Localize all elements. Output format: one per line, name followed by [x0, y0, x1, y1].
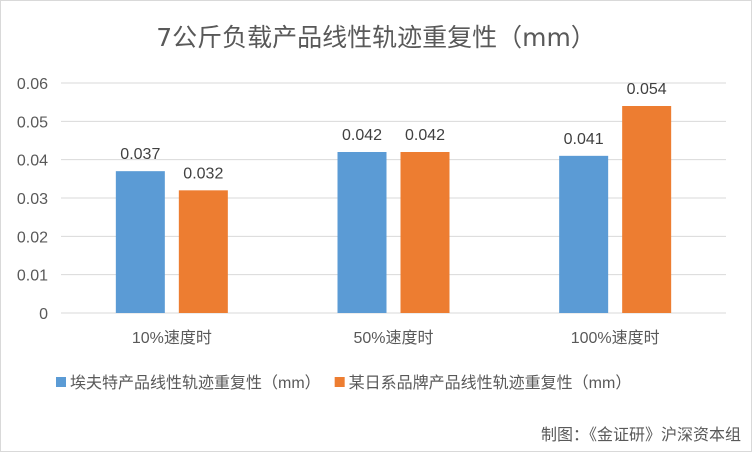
y-tick-label: 0.01: [17, 268, 48, 285]
legend-swatch: [334, 377, 345, 387]
data-label: 0.042: [342, 127, 382, 144]
bar: [400, 152, 450, 313]
y-tick-label: 0.06: [17, 76, 48, 93]
data-label: 0.054: [627, 81, 667, 98]
data-label: 0.032: [183, 165, 223, 182]
credit-text: 制图：《金证研》沪深资本组: [540, 425, 741, 444]
x-tick-label: 50%速度时: [353, 329, 433, 347]
legend-label: 某日系品牌产品线性轨迹重复性（mm）: [349, 374, 632, 392]
data-label: 0.042: [405, 127, 445, 144]
legend-swatch: [56, 377, 66, 387]
bar: [559, 155, 609, 313]
y-tick-label: 0.03: [17, 191, 48, 208]
chart-title: 7公斤负载产品线性轨迹重复性（mm）: [156, 23, 596, 52]
bar: [337, 152, 387, 313]
bar: [115, 171, 165, 313]
legend-label: 埃夫特产品线性轨迹重复性（mm）: [70, 374, 321, 392]
y-tick-label: 0: [39, 306, 48, 323]
y-tick-label: 0.04: [17, 153, 48, 170]
y-tick-label: 0.05: [17, 114, 48, 131]
y-tick-label: 0.02: [17, 229, 48, 246]
x-tick-label: 100%速度时: [571, 329, 660, 347]
x-tick-label: 10%速度时: [132, 329, 212, 347]
bar: [622, 106, 672, 313]
bar: [178, 190, 228, 313]
data-label: 0.041: [564, 131, 604, 148]
data-label: 0.037: [120, 146, 160, 163]
